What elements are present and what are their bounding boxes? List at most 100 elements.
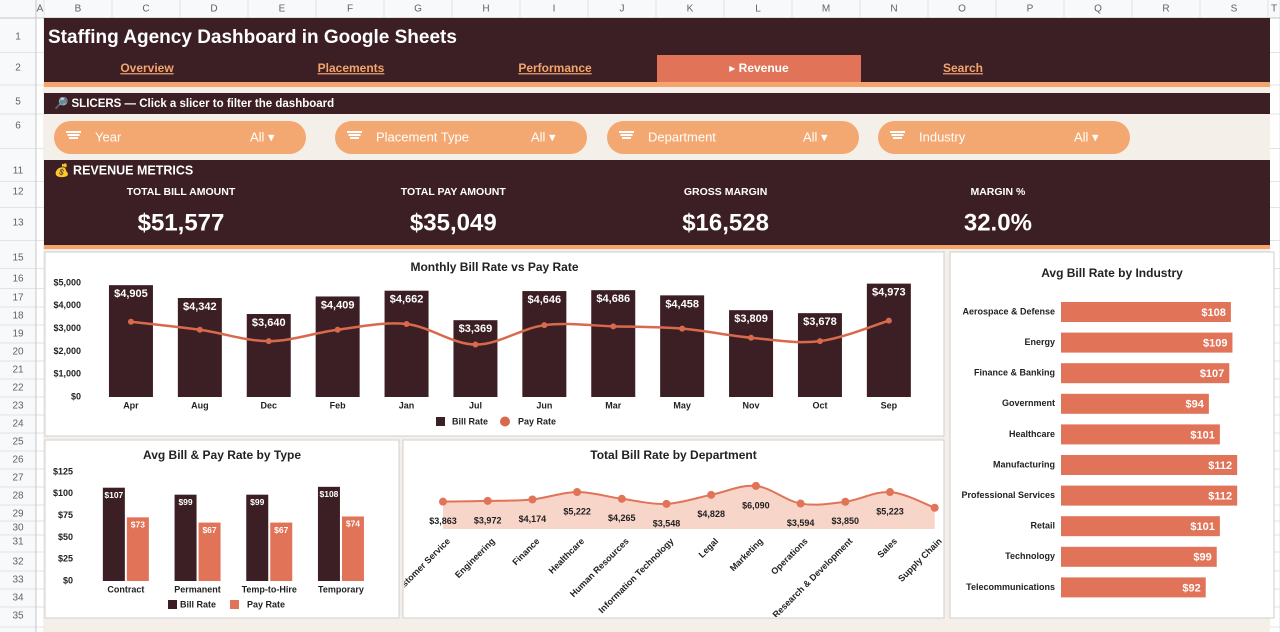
data-label: $4,662: [390, 294, 424, 306]
data-label: $107: [104, 490, 123, 500]
line-point: [662, 499, 671, 508]
slicer-value: All ▾: [250, 129, 275, 144]
row-header: 28: [12, 491, 24, 502]
bar: [522, 291, 567, 397]
column-header: L: [755, 4, 761, 15]
data-label: $3,594: [787, 518, 815, 528]
line-point: [483, 496, 492, 505]
row-header: 29: [12, 509, 24, 520]
slicer-label: Year: [95, 129, 122, 144]
x-tick-label: Nov: [743, 400, 760, 410]
data-label: $73: [131, 520, 145, 530]
row-header-bar: [0, 0, 36, 632]
line-point: [403, 321, 410, 328]
line-point: [541, 322, 548, 329]
column-header: F: [347, 4, 353, 15]
line-point: [816, 338, 823, 345]
column-header: P: [1027, 4, 1034, 15]
nav-tab[interactable]: Placements: [318, 61, 385, 75]
nav-tab[interactable]: ▸ Revenue: [729, 61, 789, 75]
bar: [453, 320, 498, 397]
chart-title: Monthly Bill Rate vs Pay Rate: [410, 260, 578, 274]
data-label: $94: [1186, 399, 1205, 411]
data-label: $101: [1190, 429, 1214, 441]
row-header: 24: [12, 419, 24, 430]
y-tick-label: $2,000: [53, 346, 81, 356]
line-point: [886, 488, 894, 497]
line-point: [751, 481, 760, 490]
row-header: 17: [12, 293, 24, 304]
row-header: 35: [12, 611, 24, 622]
slicer[interactable]: Placement Type All ▾: [335, 121, 587, 154]
metric-label: GROSS MARGIN: [684, 186, 767, 198]
line-point: [196, 326, 203, 333]
slicer-label: Placement Type: [376, 129, 469, 144]
metrics-title: 💰 REVENUE METRICS: [54, 162, 193, 178]
line-point: [617, 494, 626, 503]
row-header: 20: [12, 347, 24, 358]
y-tick-label: Healthcare: [1009, 429, 1055, 439]
x-tick-label: Apr: [123, 400, 139, 410]
legend-swatch: [436, 417, 445, 426]
legend-swatch: [500, 416, 510, 427]
bar: [108, 285, 153, 397]
bar: [102, 487, 125, 581]
row-header: 13: [12, 218, 24, 229]
slicer[interactable]: Industry All ▾: [878, 121, 1130, 154]
slicer[interactable]: Year All ▾: [54, 121, 306, 154]
slicer-band: [44, 93, 1270, 114]
line-point: [573, 488, 582, 497]
bar: [797, 313, 842, 397]
data-label: $4,174: [519, 514, 547, 524]
slicer-pill: [878, 121, 1130, 154]
slicer-label: Industry: [919, 129, 966, 144]
row-header: 19: [12, 329, 24, 340]
bar: [1061, 577, 1206, 598]
line-point: [885, 317, 892, 324]
x-tick-label: Aug: [191, 400, 209, 410]
y-tick-label: $50: [58, 532, 73, 542]
nav-tab[interactable]: Search: [943, 61, 983, 75]
line-point: [472, 341, 479, 348]
data-label: $4,646: [528, 294, 562, 306]
legend-label: Bill Rate: [452, 416, 488, 426]
bar: [270, 522, 293, 581]
row-header: 31: [12, 537, 24, 548]
line-point: [265, 338, 272, 345]
slicer-label: Department: [648, 129, 716, 144]
row-header: 2: [15, 63, 21, 74]
nav-tab[interactable]: Performance: [518, 61, 592, 75]
data-label: $3,972: [474, 515, 502, 525]
data-label: $67: [274, 525, 288, 535]
column-header: H: [482, 4, 489, 15]
x-tick-label: Temporary: [318, 584, 364, 594]
data-label: $3,640: [252, 317, 286, 329]
slicer[interactable]: Department All ▾: [607, 121, 859, 154]
line-point: [679, 325, 686, 332]
line-point: [841, 497, 850, 506]
row-header: 32: [12, 557, 24, 568]
y-tick-label: $5,000: [53, 277, 81, 287]
data-label: $3,863: [429, 516, 457, 526]
slicer-value: All ▾: [531, 129, 556, 144]
line-point: [707, 490, 716, 499]
row-header: 12: [12, 187, 24, 198]
nav-tab[interactable]: Overview: [120, 61, 174, 75]
row-header: 21: [12, 365, 24, 376]
y-tick-label: $125: [53, 466, 73, 476]
row-header: 5: [15, 97, 21, 108]
accent-stripe: [44, 245, 1270, 249]
data-label: $3,678: [803, 316, 837, 328]
y-tick-label: Aerospace & Defense: [962, 306, 1055, 316]
column-header: O: [958, 4, 966, 15]
y-tick-label: Telecommunications: [966, 582, 1055, 592]
column-header: A: [37, 4, 44, 15]
y-tick-label: $1,000: [53, 369, 81, 379]
y-tick-label: $0: [63, 575, 73, 585]
metric-label: MARGIN %: [970, 186, 1025, 198]
x-tick-label: Jan: [399, 400, 415, 410]
bar: [315, 296, 360, 397]
data-label: $4,342: [183, 301, 217, 313]
data-label: $67: [202, 525, 216, 535]
